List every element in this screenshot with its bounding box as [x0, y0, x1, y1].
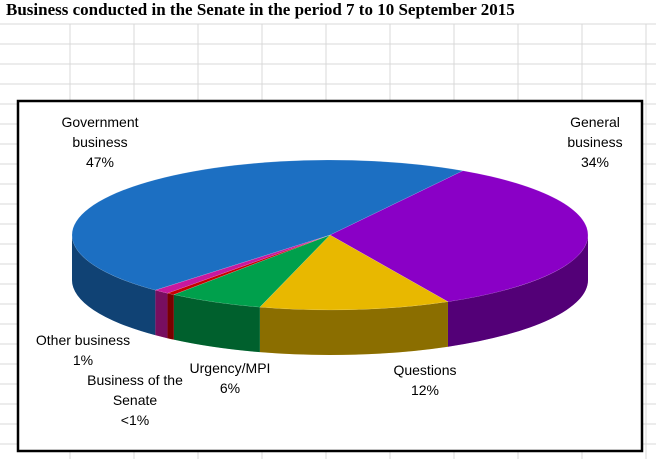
slice [154, 234, 331, 294]
slice-side [173, 294, 260, 353]
slice-label: Questions 12% [370, 360, 480, 400]
slice [259, 234, 449, 311]
chart-title: Business conducted in the Senate in the … [6, 0, 515, 19]
slice-side-shade [447, 235, 588, 347]
slice-side [155, 290, 168, 339]
slice-label: Government business 47% [45, 112, 155, 172]
slice-side-shade [72, 235, 156, 336]
slice [71, 159, 464, 291]
slice-side [259, 301, 448, 355]
value-label: <1% [120, 412, 150, 428]
slice [172, 234, 331, 308]
category-name: Questions [393, 362, 457, 378]
slice-label: Other business 1% [23, 330, 143, 370]
category-name: Other business [35, 332, 131, 348]
category-name: Business of the Senate [87, 372, 183, 408]
slice [166, 234, 331, 295]
value-label: 1% [72, 352, 94, 368]
slice-side [447, 235, 588, 347]
slice-side [72, 235, 156, 336]
slice-label: Business of the Senate <1% [80, 370, 190, 430]
slice-label: General business 34% [555, 112, 635, 172]
value-label: 12% [410, 382, 440, 398]
slice-label: Urgency/MPI 6% [175, 358, 285, 398]
slice [329, 170, 589, 302]
value-label: 47% [85, 154, 115, 170]
category-name: Government business [61, 114, 139, 150]
slice-side-shade [155, 290, 168, 339]
category-name: General business [567, 114, 623, 150]
slice-side-shade [167, 293, 174, 340]
value-label: 6% [219, 380, 241, 396]
slice-side [167, 293, 174, 340]
slice-side-shade [173, 294, 260, 353]
category-name: Urgency/MPI [189, 360, 271, 376]
slice-side-shade [259, 301, 448, 355]
value-label: 34% [580, 154, 610, 170]
